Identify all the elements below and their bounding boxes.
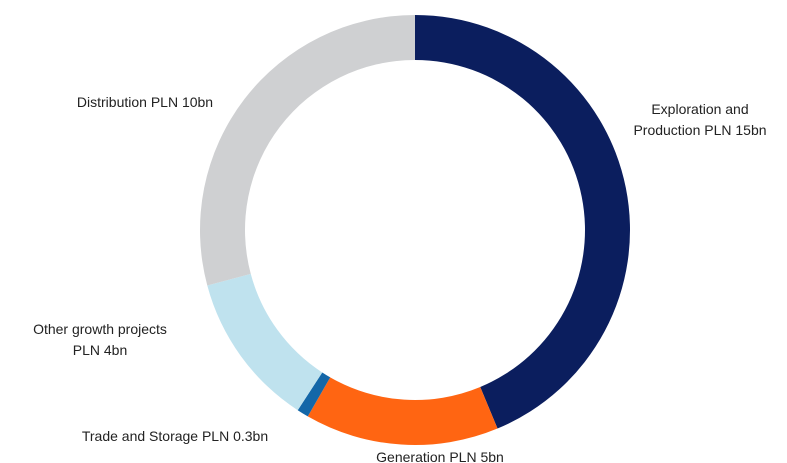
slice-label: Exploration and Production PLN 15bn xyxy=(633,101,766,138)
slice-label-line: PLN 4bn xyxy=(73,342,127,358)
slice-label: Distribution PLN 10bn xyxy=(77,94,213,110)
donut-slice xyxy=(297,372,331,417)
slice-label-line: Production PLN 15bn xyxy=(633,122,766,138)
slice-label-line: Generation PLN 5bn xyxy=(376,449,504,463)
slice-label-line: Other growth projects xyxy=(33,321,167,337)
donut-slice xyxy=(307,377,498,445)
donut-slice xyxy=(200,15,415,286)
slice-label-line: Exploration and xyxy=(651,101,748,117)
donut-slice xyxy=(207,273,323,411)
slice-label: Trade and Storage PLN 0.3bn xyxy=(82,428,268,444)
slice-label: Generation PLN 5bn xyxy=(376,449,504,463)
slice-label: Other growth projects PLN 4bn xyxy=(33,321,167,358)
donut-slice xyxy=(415,15,630,429)
slice-label-line: Distribution PLN 10bn xyxy=(77,94,213,110)
slice-label-line: Trade and Storage PLN 0.3bn xyxy=(82,428,268,444)
